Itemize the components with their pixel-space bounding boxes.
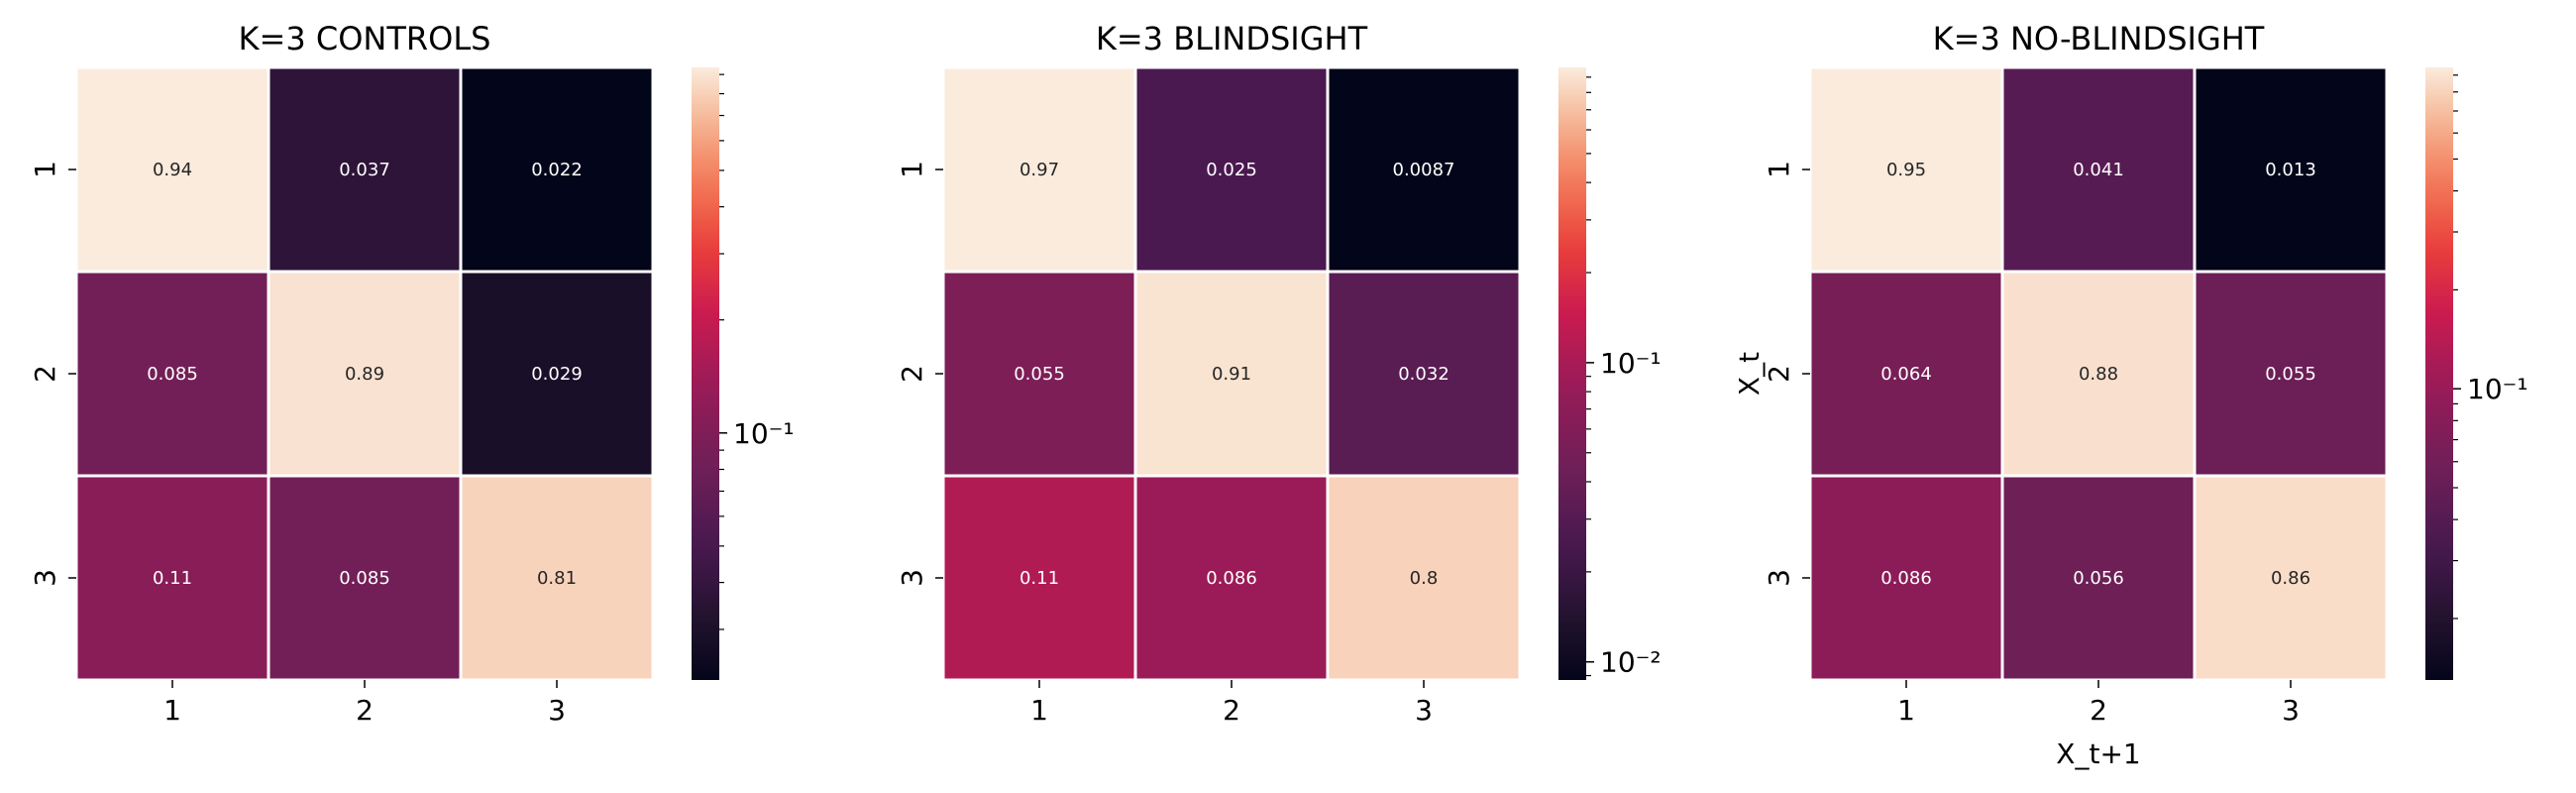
x-tick-label: 3	[1415, 694, 1433, 727]
cell-value-label: 0.91	[1212, 364, 1251, 385]
heatmap-cell	[267, 474, 463, 682]
x-tick-label: 3	[2282, 694, 2300, 727]
cell-value-label: 0.032	[1398, 364, 1449, 385]
heatmap-panel-1: K=3 CONTROLS 0.94 0.037 0.022 0.085 0.89 0.029…	[29, 20, 795, 727]
cell-value-label: 0.11	[1020, 568, 1059, 589]
heatmap-cell	[2193, 474, 2389, 682]
heatmap-cell	[1326, 270, 1522, 478]
cell-value-label: 0.037	[339, 160, 390, 180]
heatmap-panel-3: K=3 NO-BLINDSIGHT 0.95 0.041 0.013 0.064 0.88…	[1733, 20, 2528, 770]
heatmap-cell	[2000, 270, 2197, 478]
cell-value-label: 0.041	[2073, 160, 2124, 180]
heatmap-cell	[2193, 270, 2389, 478]
colorbar	[692, 67, 719, 680]
heatmap-cell	[941, 474, 1137, 682]
y-tick-label: 1	[1763, 161, 1795, 178]
cell-value-label: 0.97	[1020, 160, 1059, 180]
cell-value-label: 0.81	[537, 568, 577, 589]
x-tick-label: 2	[1223, 694, 1240, 727]
heatmap-cell	[1133, 65, 1330, 274]
y-axis-label: X_t	[1733, 352, 1766, 396]
cell-value-label: 0.064	[1880, 364, 1932, 385]
x-tick-label: 1	[1030, 694, 1048, 727]
y-tick-label: 2	[896, 365, 928, 383]
heatmap-cell	[941, 270, 1137, 478]
heatmap-cell	[1326, 474, 1522, 682]
heatmap-cell	[1133, 270, 1330, 478]
heatmap-cell	[74, 270, 270, 478]
x-tick-label: 1	[163, 694, 181, 727]
x-tick-label: 1	[1897, 694, 1915, 727]
cell-value-label: 0.085	[147, 364, 198, 385]
cell-value-label: 0.056	[2073, 568, 2124, 589]
heatmap-cell	[2000, 65, 2197, 274]
cell-value-label: 0.0087	[1393, 160, 1455, 180]
y-tick-label: 1	[29, 161, 61, 178]
x-axis-label: X_t+1	[2056, 737, 2140, 770]
cell-value-label: 0.086	[1880, 568, 1932, 589]
y-tick-label: 3	[29, 569, 61, 587]
x-tick-label: 3	[548, 694, 566, 727]
colorbar	[1558, 67, 1586, 680]
colorbar-tick-label: 10⁻²	[1600, 646, 1662, 679]
y-tick-label: 2	[1763, 365, 1795, 383]
x-tick-label: 2	[356, 694, 374, 727]
cell-value-label: 0.025	[1206, 160, 1257, 180]
colorbar	[2425, 67, 2453, 680]
heatmap-cell	[459, 65, 655, 274]
colorbar-tick-label: 10⁻¹	[1600, 347, 1662, 380]
cell-value-label: 0.88	[2079, 364, 2118, 385]
cell-value-label: 0.8	[1410, 568, 1439, 589]
chart-title: K=3 CONTROLS	[239, 20, 491, 57]
cell-value-label: 0.055	[2265, 364, 2316, 385]
heatmap-cell	[1808, 474, 2004, 682]
chart-title: K=3 BLINDSIGHT	[1096, 20, 1368, 57]
colorbar-tick-label: 10⁻¹	[733, 417, 795, 450]
cell-value-label: 0.94	[153, 160, 192, 180]
heatmap-cell	[459, 270, 655, 478]
cell-value-label: 0.95	[1886, 160, 1926, 180]
heatmap-cell	[267, 65, 463, 274]
cell-value-label: 0.086	[1206, 568, 1257, 589]
heatmap-cell	[2000, 474, 2197, 682]
y-tick-label: 3	[1763, 569, 1795, 587]
y-tick-label: 1	[896, 161, 928, 178]
y-tick-label: 2	[29, 365, 61, 383]
heatmap-panel-2: K=3 BLINDSIGHT 0.97 0.025 0.0087 0.055 0.91 0.…	[896, 20, 1662, 727]
cell-value-label: 0.022	[531, 160, 583, 180]
cell-value-label: 0.055	[1014, 364, 1065, 385]
colorbar-tick-label: 10⁻¹	[2467, 373, 2528, 405]
heatmap-cell	[74, 65, 270, 274]
chart-title: K=3 NO-BLINDSIGHT	[1933, 20, 2265, 57]
y-tick-label: 3	[896, 569, 928, 587]
cell-value-label: 0.89	[345, 364, 384, 385]
cell-value-label: 0.86	[2271, 568, 2310, 589]
cell-value-label: 0.085	[339, 568, 390, 589]
cell-value-label: 0.013	[2265, 160, 2316, 180]
heatmap-cell	[1326, 65, 1522, 274]
cell-value-label: 0.11	[153, 568, 192, 589]
cell-value-label: 0.029	[531, 364, 583, 385]
x-tick-label: 2	[2090, 694, 2107, 727]
